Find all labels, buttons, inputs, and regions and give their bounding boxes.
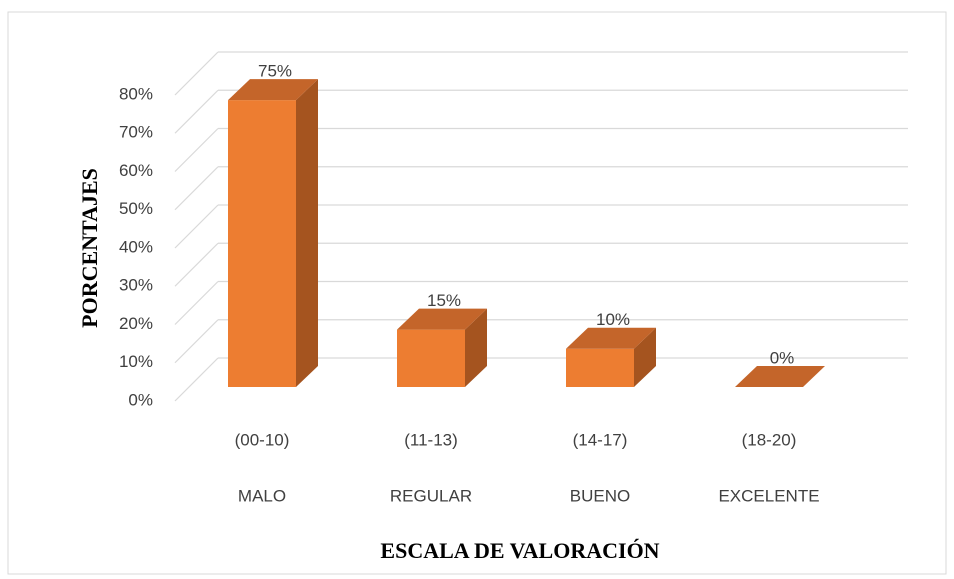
y-tick-label: 20% <box>119 314 153 333</box>
grid-line-side <box>174 357 219 402</box>
grid-line-side <box>174 89 219 134</box>
bar-top <box>397 308 487 330</box>
x-tick-label: (18-20) <box>742 430 797 449</box>
y-tick-label: 70% <box>119 123 153 142</box>
value-label: 10% <box>596 310 630 329</box>
grid-line-side <box>174 242 219 287</box>
bar-top <box>228 79 318 101</box>
grid-line-side <box>174 166 219 211</box>
y-tick-label: 60% <box>119 161 153 180</box>
chart-border <box>7 11 947 575</box>
y-tick-label: 40% <box>119 237 153 256</box>
y-tick-label: 30% <box>119 276 153 295</box>
x-tick-name: REGULAR <box>390 486 472 505</box>
x-tick-name: MALO <box>238 486 286 505</box>
y-axis-title: PORCENTAJES <box>77 168 102 328</box>
x-tick-name: BUENO <box>570 486 630 505</box>
grid-line-side <box>174 128 219 172</box>
bar-side <box>465 308 487 387</box>
y-tick-label: 80% <box>119 84 153 103</box>
x-tick-label: (14-17) <box>573 430 628 449</box>
bar-top <box>735 366 825 387</box>
x-axis-title: ESCALA DE VALORACIÓN <box>380 538 659 563</box>
bar-side <box>296 79 318 387</box>
y-tick-label: 50% <box>119 199 153 218</box>
grid-line-side <box>174 281 219 325</box>
grid-line-side <box>174 51 219 96</box>
y-tick-label: 10% <box>119 352 153 371</box>
x-tick-label: (00-10) <box>235 430 290 449</box>
bar <box>566 348 634 387</box>
bar <box>228 100 296 387</box>
bar <box>397 329 465 387</box>
y-tick-label: 0% <box>128 390 153 409</box>
bar-side <box>634 327 656 387</box>
grid-line-side <box>174 319 219 364</box>
x-tick-label: (11-13) <box>404 430 458 449</box>
value-label: 15% <box>427 291 461 310</box>
bar-top <box>566 327 656 349</box>
grid-line-side <box>174 204 219 249</box>
value-label: 75% <box>258 62 292 81</box>
x-tick-name: EXCELENTE <box>718 486 819 505</box>
value-label: 0% <box>770 348 795 367</box>
